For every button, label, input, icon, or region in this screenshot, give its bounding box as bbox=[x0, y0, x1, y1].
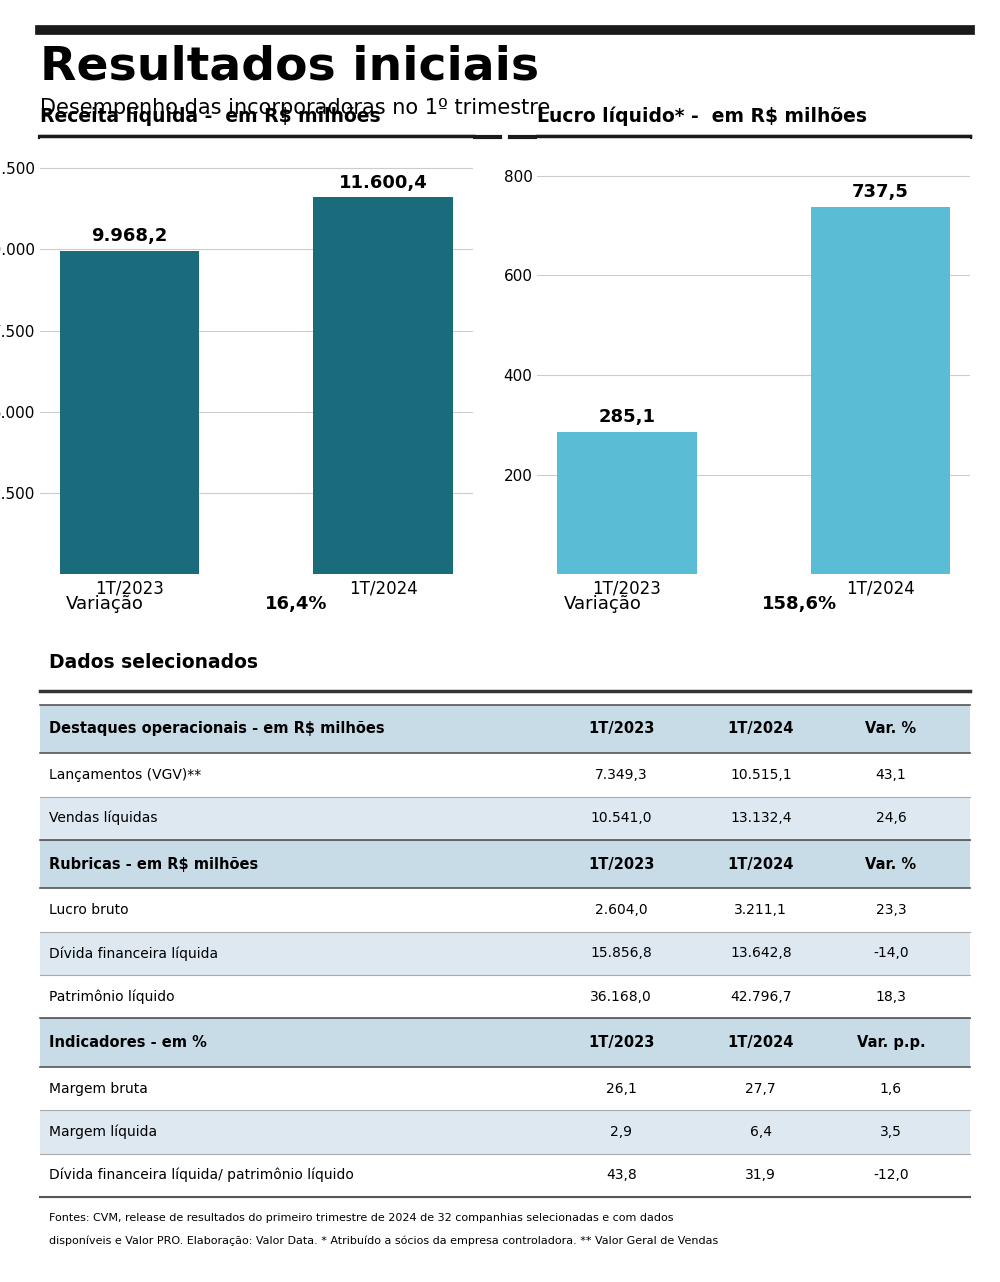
Text: Lucro líquido* -  em R$ milhões: Lucro líquido* - em R$ milhões bbox=[537, 106, 867, 126]
Text: 13.642,8: 13.642,8 bbox=[730, 946, 792, 960]
Text: 18,3: 18,3 bbox=[876, 990, 906, 1004]
Bar bbox=[40, 705, 970, 754]
Text: 43,8: 43,8 bbox=[606, 1168, 637, 1182]
Bar bbox=[40, 796, 970, 840]
Bar bbox=[40, 1110, 970, 1154]
Text: 1T/2023: 1T/2023 bbox=[588, 856, 654, 872]
Text: Receita líquida -  em R$ milhões: Receita líquida - em R$ milhões bbox=[40, 106, 381, 126]
Text: 10.541,0: 10.541,0 bbox=[590, 812, 652, 826]
Text: 1T/2024: 1T/2024 bbox=[728, 722, 794, 736]
Point bbox=[875, 567, 887, 582]
Text: 1T/2023: 1T/2023 bbox=[588, 1035, 654, 1050]
Text: Lucro bruto: Lucro bruto bbox=[49, 903, 129, 917]
Bar bbox=[557, 432, 697, 574]
Text: Indicadores - em %: Indicadores - em % bbox=[49, 1035, 207, 1050]
Text: 42.796,7: 42.796,7 bbox=[730, 990, 792, 1004]
Text: -14,0: -14,0 bbox=[873, 946, 909, 960]
Text: 6,4: 6,4 bbox=[750, 1124, 772, 1138]
Text: Dívida financeira líquida/ patrimônio líquido: Dívida financeira líquida/ patrimônio lí… bbox=[49, 1168, 354, 1182]
Text: 2,9: 2,9 bbox=[610, 1124, 632, 1138]
Text: -12,0: -12,0 bbox=[873, 1168, 909, 1182]
Point bbox=[621, 567, 633, 582]
Text: 9.968,2: 9.968,2 bbox=[91, 227, 168, 245]
Text: Variação: Variação bbox=[563, 595, 641, 613]
Text: 7.349,3: 7.349,3 bbox=[595, 768, 648, 782]
Text: Vendas líquidas: Vendas líquidas bbox=[49, 812, 158, 826]
Text: 13.132,4: 13.132,4 bbox=[730, 812, 792, 826]
Bar bbox=[40, 932, 970, 976]
Bar bbox=[40, 1018, 970, 1067]
Text: Var. %: Var. % bbox=[865, 856, 917, 872]
Text: 26,1: 26,1 bbox=[606, 1082, 637, 1096]
Text: Var. %: Var. % bbox=[865, 722, 917, 736]
Bar bbox=[313, 197, 453, 574]
Text: 2.604,0: 2.604,0 bbox=[595, 903, 648, 917]
Text: Destaques operacionais - em R$ milhões: Destaques operacionais - em R$ milhões bbox=[49, 722, 385, 736]
Text: 24,6: 24,6 bbox=[876, 812, 906, 826]
Point bbox=[964, 129, 976, 145]
Text: 11.600,4: 11.600,4 bbox=[339, 173, 428, 191]
Text: Variação: Variação bbox=[66, 595, 144, 613]
Bar bbox=[60, 250, 199, 574]
Text: 158,6%: 158,6% bbox=[762, 595, 837, 613]
Text: 1,6: 1,6 bbox=[880, 1082, 902, 1096]
Bar bbox=[811, 206, 950, 574]
Text: Fontes: CVM, release de resultados do primeiro trimestre de 2024 de 32 companhia: Fontes: CVM, release de resultados do pr… bbox=[49, 1213, 674, 1223]
Text: 737,5: 737,5 bbox=[852, 183, 909, 201]
Text: disponíveis e Valor PRO. Elaboração: Valor Data. * Atribuído a sócios da empresa: disponíveis e Valor PRO. Elaboração: Val… bbox=[49, 1235, 719, 1246]
Bar bbox=[40, 840, 970, 888]
Text: 1T/2024: 1T/2024 bbox=[728, 1035, 794, 1050]
Text: Dívida financeira líquida: Dívida financeira líquida bbox=[49, 946, 218, 960]
Text: 36.168,0: 36.168,0 bbox=[590, 990, 652, 1004]
Text: Margem bruta: Margem bruta bbox=[49, 1082, 148, 1096]
Text: 3,5: 3,5 bbox=[880, 1124, 902, 1138]
Text: 31,9: 31,9 bbox=[745, 1168, 776, 1182]
Text: Rubricas - em R$ milhões: Rubricas - em R$ milhões bbox=[49, 856, 259, 872]
Text: 3.211,1: 3.211,1 bbox=[734, 903, 787, 917]
Text: 27,7: 27,7 bbox=[745, 1082, 776, 1096]
Text: Margem líquida: Margem líquida bbox=[49, 1124, 157, 1140]
Text: Lançamentos (VGV)**: Lançamentos (VGV)** bbox=[49, 768, 202, 782]
Text: 10.515,1: 10.515,1 bbox=[730, 768, 792, 782]
Text: 23,3: 23,3 bbox=[876, 903, 906, 917]
Text: 285,1: 285,1 bbox=[598, 408, 655, 427]
Point bbox=[504, 129, 516, 145]
Point bbox=[123, 567, 135, 582]
Text: 1T/2023: 1T/2023 bbox=[588, 722, 654, 736]
Point bbox=[377, 567, 389, 582]
Point bbox=[34, 129, 46, 145]
Text: Resultados iniciais: Resultados iniciais bbox=[40, 45, 539, 90]
Point bbox=[494, 129, 506, 145]
Text: 16,4%: 16,4% bbox=[265, 595, 327, 613]
Text: 1T/2024: 1T/2024 bbox=[728, 856, 794, 872]
Text: Var. p.p.: Var. p.p. bbox=[857, 1035, 925, 1050]
Text: Desempenho das incorporadoras no 1º trimestre: Desempenho das incorporadoras no 1º trim… bbox=[40, 99, 550, 118]
Text: Dados selecionados: Dados selecionados bbox=[49, 653, 258, 672]
Text: Patrimônio líquido: Patrimônio líquido bbox=[49, 990, 175, 1004]
Text: 43,1: 43,1 bbox=[876, 768, 906, 782]
Text: 15.856,8: 15.856,8 bbox=[590, 946, 652, 960]
